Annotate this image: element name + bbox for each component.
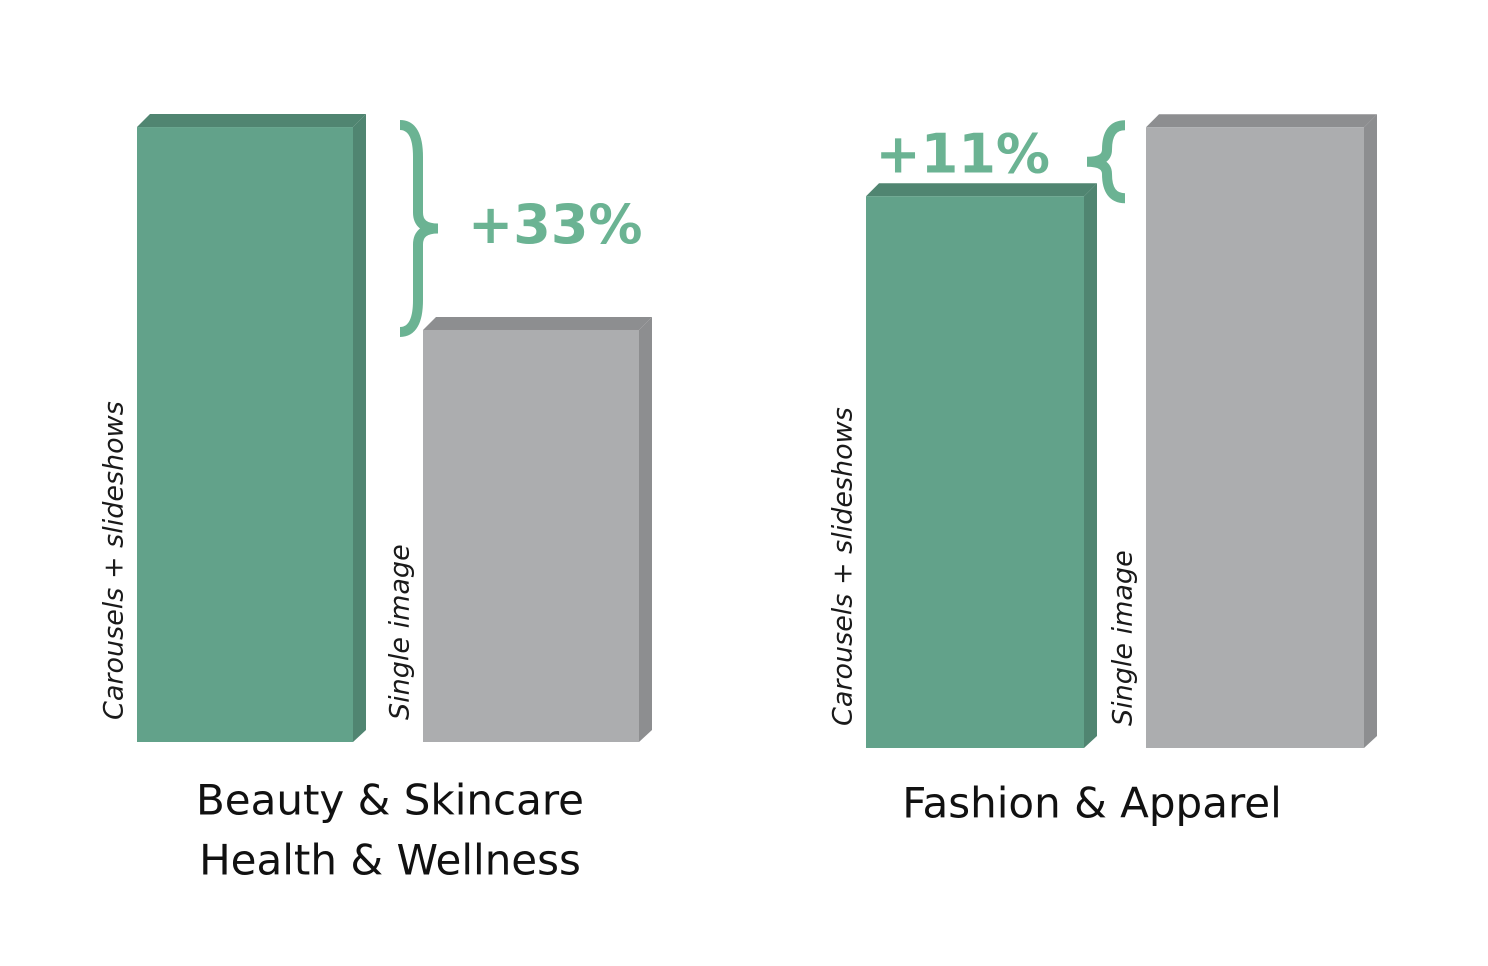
bar-top: [137, 114, 366, 128]
bar-side: [353, 114, 366, 742]
bar-side: [1084, 183, 1097, 749]
annotation: +11%: [876, 122, 1051, 185]
bar: [866, 196, 1084, 749]
bar: [423, 329, 639, 742]
bar-label: Carousels + slideshows: [828, 407, 859, 726]
chart-title: Health & Wellness: [199, 836, 581, 885]
bar-side: [639, 316, 652, 742]
bar-label: Single image: [385, 544, 416, 720]
brace: [1086, 120, 1126, 204]
bar: [137, 127, 353, 742]
bar-top: [423, 316, 652, 330]
bar-side: [1364, 114, 1377, 748]
bar-label: Single image: [1108, 550, 1139, 726]
brace: [399, 120, 439, 337]
bar-top: [1146, 114, 1377, 128]
bar-label: Carousels + slideshows: [99, 401, 130, 720]
bar: [1146, 127, 1364, 748]
chart-title: Fashion & Apparel: [902, 779, 1282, 828]
chart-title: Beauty & Skincare: [196, 776, 584, 825]
annotation: +33%: [468, 193, 643, 256]
bar-top: [866, 183, 1097, 197]
